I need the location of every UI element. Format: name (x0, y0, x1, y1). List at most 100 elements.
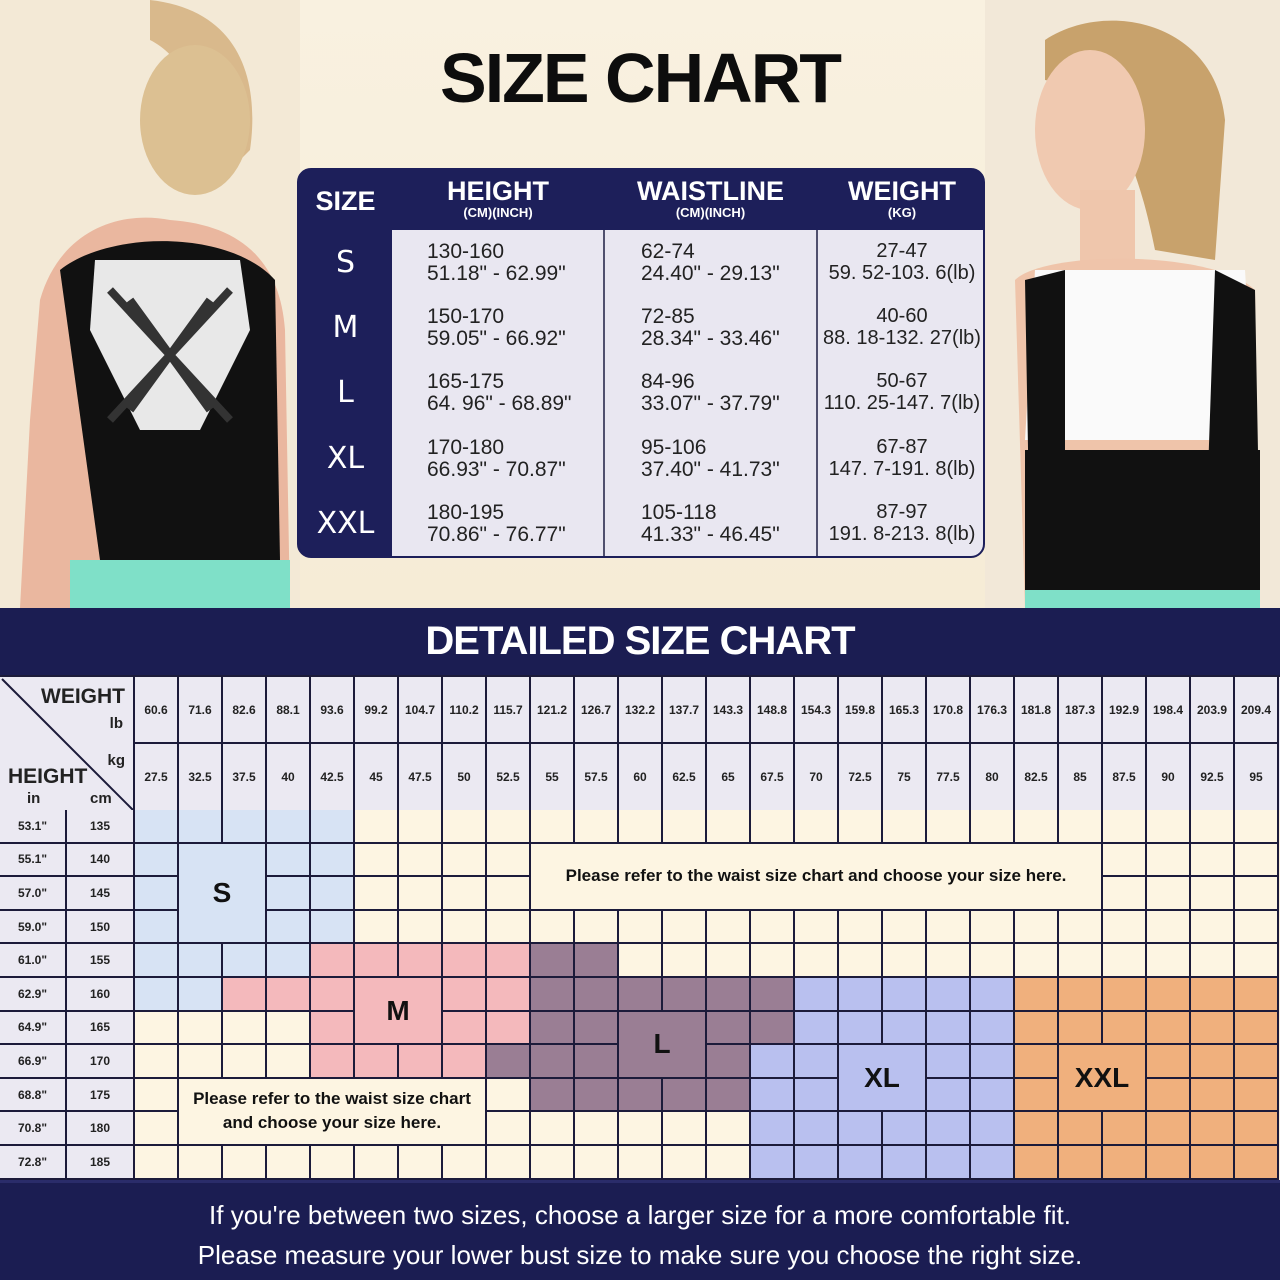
grid-cell (1103, 910, 1147, 945)
weight-cell: 50-67 110. 25-147. 7(lb) (818, 370, 983, 414)
grid-cell (751, 1078, 795, 1113)
grid-cell (927, 978, 971, 1012)
height-in: 55.1" (0, 843, 67, 878)
grid-cell (839, 1011, 883, 1046)
grid-cell (795, 1146, 839, 1180)
grid-cell (1235, 944, 1279, 978)
weight-kg-header: 90 (1147, 744, 1191, 812)
in-label: in (27, 790, 41, 807)
weight-kg-header: 95 (1235, 744, 1279, 812)
detailed-title-band: DETAILED SIZE CHART (0, 608, 1280, 675)
grid-cell (1235, 1011, 1279, 1046)
grid-cell (355, 910, 399, 945)
grid-cell (531, 944, 575, 978)
grid-cell (751, 1112, 795, 1146)
weight-kg: 87-97 (876, 500, 928, 523)
grid-cell (1015, 1045, 1059, 1079)
weight-lb-header: 187.3 (1059, 677, 1103, 744)
grid-cell (883, 910, 927, 945)
height-cell: 130-160 51.18" - 62.99" (427, 241, 566, 285)
grid-cell (135, 810, 179, 844)
height-cm: 140 (67, 843, 135, 878)
height-cell: 150-170 59.05" - 66.92" (427, 306, 566, 350)
cm-label: cm (90, 790, 112, 807)
grid-cell (355, 843, 399, 878)
grid-cell (1015, 1112, 1059, 1146)
height-in: 59.05" - 66.92" (427, 327, 566, 351)
grid-cell (135, 1078, 179, 1113)
weight-lb-header: 104.7 (399, 677, 443, 744)
grid-cell (487, 1146, 531, 1180)
weight-lb-header: 154.3 (795, 677, 839, 744)
height-cm: 180-195 (427, 500, 505, 524)
grid-cell (1147, 978, 1191, 1012)
grid-cell (575, 1011, 619, 1046)
grid-cell (1235, 910, 1279, 945)
weight-kg-header: 50 (443, 744, 487, 812)
grid-cell (575, 1078, 619, 1113)
grid-cell (223, 1146, 267, 1180)
size-label-xxl: XXL (1059, 1045, 1147, 1113)
size-table: SIZE HEIGHT (CM)(INCH) WAISTLINE (CM)(INCH… (297, 168, 985, 558)
height-cell: 165-175 64. 96" - 68.89" (427, 371, 572, 415)
grid-cell (1191, 944, 1235, 978)
size-cell: XL (326, 440, 365, 476)
grid-cell (1191, 978, 1235, 1012)
height-in: 64.9" (0, 1011, 67, 1046)
grid-cell (311, 1011, 355, 1046)
grid-cell (267, 1045, 311, 1079)
grid-cell (707, 944, 751, 978)
weight-kg: 40-60 (876, 305, 928, 328)
grid-cell (1103, 1011, 1147, 1046)
grid-cell (971, 1112, 1015, 1146)
grid-cell (311, 910, 355, 945)
grid-cell (1015, 1146, 1059, 1180)
grid-cell (1191, 1045, 1235, 1079)
grid-cell (1059, 1146, 1103, 1180)
grid-cell (839, 1112, 883, 1146)
weight-lb-header: 121.2 (531, 677, 575, 744)
waist-cm: 105-118 (641, 500, 717, 524)
weight-header: WEIGHT lb kg HEIGHT in cm 60.6 27.5 71.6 32… (0, 675, 1280, 812)
grid-cell (311, 978, 355, 1012)
grid-cell (531, 1112, 575, 1146)
grid-cell (839, 978, 883, 1012)
grid-cell (267, 1146, 311, 1180)
weight-kg-header: 80 (971, 744, 1015, 812)
hero-section: SIZE CHART SIZE HEIGHT (CM)(INCH) WAISTLI… (0, 0, 1280, 608)
weight-lb-header: 99.2 (355, 677, 399, 744)
corner-cell: WEIGHT lb kg HEIGHT in cm (0, 677, 135, 812)
diagonal-line (1, 678, 134, 811)
grid-cell (795, 944, 839, 978)
grid-cell (355, 877, 399, 911)
grid-cell (267, 843, 311, 878)
weight-kg-header: 67.5 (751, 744, 795, 812)
grid-cell (223, 1045, 267, 1079)
height-cm: 170-180 (427, 435, 505, 459)
grid-cell (1015, 910, 1059, 945)
grid-cell (795, 1078, 839, 1113)
height-cm: 145 (67, 877, 135, 911)
header-size: SIZE (315, 186, 376, 216)
weight-lb-header: 88.1 (267, 677, 311, 744)
weight-label: WEIGHT (41, 685, 125, 708)
header-weight: WEIGHT (KG) (848, 176, 956, 220)
height-cm: 130-160 (427, 240, 505, 263)
grid-cell (795, 1112, 839, 1146)
height-in: 70.86" - 76.77" (427, 522, 566, 546)
height-cm: 160 (67, 978, 135, 1012)
waist-note-bottom: Please refer to the waist size chart and… (179, 1078, 487, 1146)
grid-cell (311, 877, 355, 911)
weight-kg: 67-87 (876, 435, 928, 458)
grid-cell (1103, 944, 1147, 978)
grid-cell (619, 1078, 663, 1113)
grid-cell (135, 1011, 179, 1046)
grid-cell (1147, 810, 1191, 844)
height-in: 59.0" (0, 910, 67, 945)
weight-lb-header: 170.8 (927, 677, 971, 744)
grid-cell (267, 978, 311, 1012)
waist-cm: 62-74 (641, 240, 695, 263)
height-in: 68.8" (0, 1078, 67, 1113)
model-front-photo (985, 0, 1280, 608)
waist-cell: 72-85 28.34" - 33.46" (641, 306, 780, 350)
